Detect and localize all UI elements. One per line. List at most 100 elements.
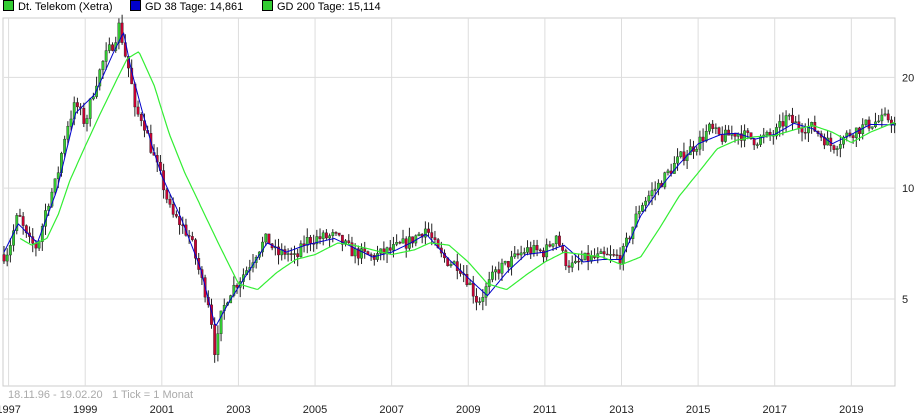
candle-body xyxy=(800,128,804,133)
candle-body xyxy=(803,131,807,134)
candle-body xyxy=(532,245,536,254)
candle-body xyxy=(682,151,686,161)
legend-swatch-gd200 xyxy=(262,0,273,11)
chart-legend: Dt. Telekom (Xetra) GD 38 Tage: 14,861 G… xyxy=(0,0,924,16)
candle-body xyxy=(395,242,399,245)
candle-series xyxy=(2,14,897,363)
candle-body xyxy=(331,232,335,236)
candle-body xyxy=(360,248,363,259)
candle-body xyxy=(408,236,411,249)
candle-body xyxy=(711,123,715,129)
candle-body xyxy=(15,215,19,231)
candle-body xyxy=(21,216,25,226)
candle-body xyxy=(612,254,616,256)
candle-body xyxy=(468,282,472,286)
candle-body xyxy=(835,148,839,150)
grid-lines xyxy=(4,18,895,386)
candle-body xyxy=(755,144,759,146)
candle-body xyxy=(88,98,92,119)
candle-body xyxy=(53,178,57,193)
candle-body xyxy=(864,119,868,125)
candle-body xyxy=(615,254,619,256)
candle-body xyxy=(746,130,750,133)
plot-area xyxy=(2,17,896,387)
candle-body xyxy=(586,252,590,262)
candle-body xyxy=(174,214,178,217)
candle-body xyxy=(18,215,22,217)
candle-body xyxy=(714,127,718,129)
candle-body xyxy=(165,189,169,200)
candle-body xyxy=(775,127,778,137)
candle-body xyxy=(720,133,724,142)
y-tick-label-10: 10 xyxy=(902,183,914,195)
candle-body xyxy=(299,243,303,257)
candle-body xyxy=(484,286,488,298)
footer-date-range: 18.11.96 - 19.02.20 xyxy=(8,389,103,401)
candle-body xyxy=(494,269,497,273)
candle-body xyxy=(602,251,606,255)
candle-body xyxy=(296,253,300,257)
candle-body xyxy=(171,204,175,215)
candle-body xyxy=(717,127,721,135)
candle-body xyxy=(497,269,501,274)
candle-body xyxy=(178,216,181,226)
candle-body xyxy=(577,260,580,263)
candle-body xyxy=(506,260,510,268)
candle-body xyxy=(503,260,507,264)
candle-body xyxy=(656,182,660,190)
candle-body xyxy=(851,135,855,138)
candle-body xyxy=(516,253,520,256)
candle-body xyxy=(363,248,367,252)
x-tick-label-2003: 2003 xyxy=(226,404,250,416)
candle-body xyxy=(136,106,140,115)
candle-body xyxy=(267,233,271,245)
candle-body xyxy=(564,250,568,267)
candle-body xyxy=(232,284,236,296)
candle-body xyxy=(56,172,60,180)
candle-body xyxy=(644,200,648,206)
candle-body xyxy=(328,235,332,239)
moving-average-lines xyxy=(3,32,895,327)
y-tick-label-20: 20 xyxy=(902,72,914,84)
candle-body xyxy=(101,61,105,71)
x-tick-label-2007: 2007 xyxy=(379,404,403,416)
candle-body xyxy=(701,136,705,142)
x-tick-label-2019: 2019 xyxy=(839,404,863,416)
candle-body xyxy=(350,242,354,257)
x-tick-label-2017: 2017 xyxy=(762,404,786,416)
legend-item-gd200: GD 200 Tage: 15,114 xyxy=(262,0,381,14)
candle-body xyxy=(465,274,469,286)
candle-body xyxy=(325,232,328,239)
candle-body xyxy=(554,235,558,245)
candle-body xyxy=(404,238,408,249)
candle-body xyxy=(596,253,600,258)
candle-body xyxy=(111,44,114,51)
candle-body xyxy=(666,170,670,173)
legend-swatch-gd38 xyxy=(130,0,141,11)
candle-body xyxy=(676,156,679,164)
candle-body xyxy=(369,254,373,256)
legend-label-gd200: GD 200 Tage: 15,114 xyxy=(277,1,381,13)
candle-body xyxy=(487,279,491,287)
candle-body xyxy=(478,301,482,303)
candle-body xyxy=(749,132,753,139)
candle-body xyxy=(337,232,341,236)
x-tick-label-2013: 2013 xyxy=(609,404,633,416)
candle-body xyxy=(430,232,434,238)
candle-body xyxy=(513,253,517,257)
x-tick-label-2005: 2005 xyxy=(303,404,327,416)
candle-body xyxy=(695,148,699,152)
candle-body xyxy=(679,151,683,157)
candle-body xyxy=(168,199,172,205)
candle-body xyxy=(551,243,555,247)
candle-body xyxy=(471,282,475,297)
candle-body xyxy=(768,131,772,136)
candle-body xyxy=(739,133,743,141)
x-tick-label-2015: 2015 xyxy=(686,404,710,416)
candle-body xyxy=(334,232,338,234)
candle-body xyxy=(372,255,376,260)
candle-body xyxy=(12,230,15,246)
candle-body xyxy=(82,108,86,124)
candle-body xyxy=(340,234,344,245)
